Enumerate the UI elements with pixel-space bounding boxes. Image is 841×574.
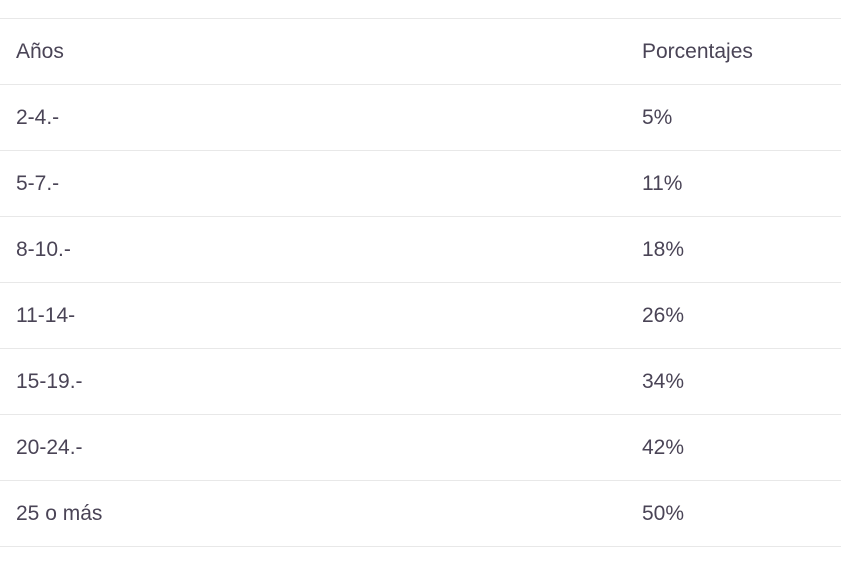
table-row: 15-19.- 34% (0, 349, 841, 415)
header-years: Años (16, 40, 64, 63)
table-row: 11-14- 26% (0, 283, 841, 349)
cell-years: 8-10.- (16, 238, 71, 261)
cell-percentage: 50% (642, 502, 685, 525)
cell-years: 2-4.- (16, 106, 60, 129)
cell-years: 11-14- (16, 304, 76, 327)
table-row: 2-4.- 5% (0, 85, 841, 151)
cell-years: 25 o más (16, 502, 103, 525)
table-row: 25 o más 50% (0, 481, 841, 547)
cell-percentage: 42% (642, 436, 685, 459)
table-header-row: Años Porcentajes (0, 19, 841, 85)
header-percentages: Porcentajes (642, 40, 753, 63)
cell-years: 5-7.- (16, 172, 60, 195)
table-row: 5-7.- 11% (0, 151, 841, 217)
cell-percentage: 5% (642, 106, 673, 129)
table-row: 8-10.- 18% (0, 217, 841, 283)
cell-years: 15-19.- (16, 370, 83, 393)
cell-percentage: 26% (642, 304, 685, 327)
cell-percentage: 18% (642, 238, 685, 261)
age-percentage-table: Años Porcentajes 2-4.- 5% 5-7.- 11% 8-10… (0, 18, 841, 547)
table-row: 20-24.- 42% (0, 415, 841, 481)
cell-percentage: 11% (642, 172, 683, 195)
cell-percentage: 34% (642, 370, 685, 393)
cell-years: 20-24.- (16, 436, 83, 459)
